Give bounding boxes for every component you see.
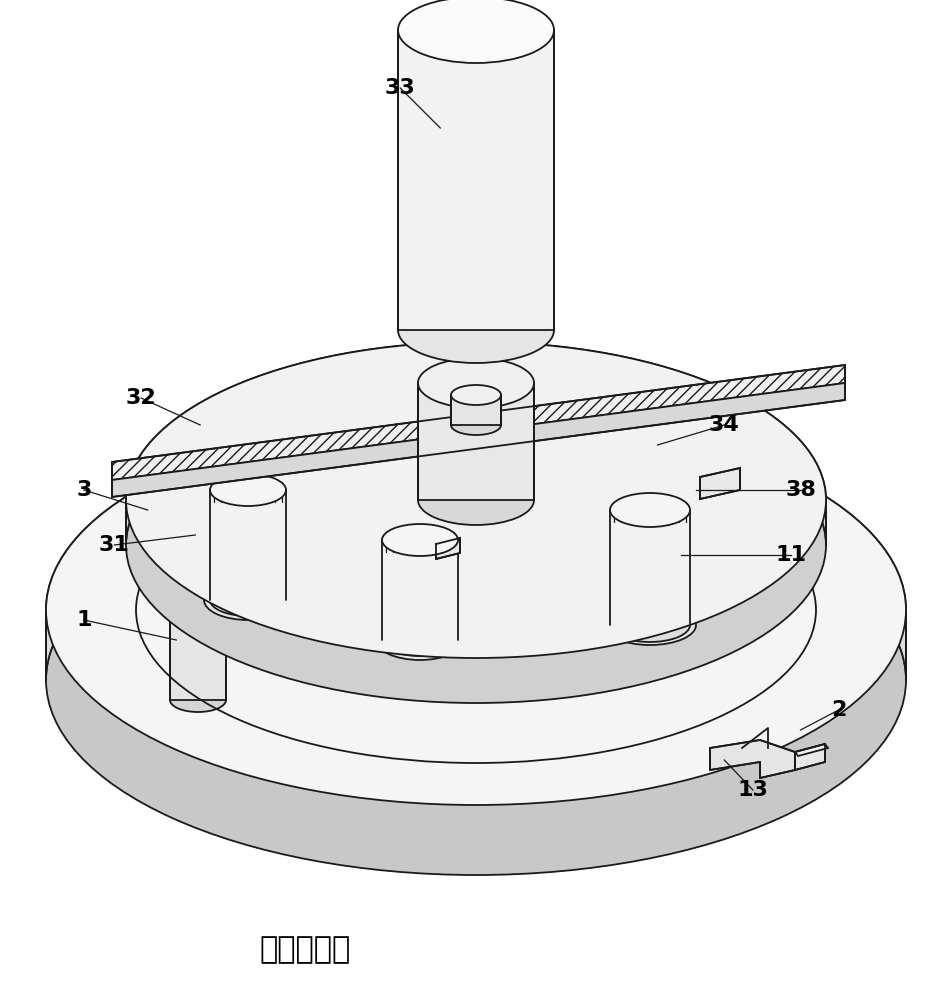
Polygon shape (382, 540, 458, 640)
Ellipse shape (376, 620, 464, 660)
Ellipse shape (450, 415, 501, 435)
Ellipse shape (450, 385, 501, 405)
Ellipse shape (169, 688, 226, 712)
Ellipse shape (382, 624, 458, 656)
Ellipse shape (169, 428, 226, 452)
Polygon shape (794, 744, 824, 770)
Polygon shape (609, 510, 689, 625)
Ellipse shape (662, 568, 717, 592)
Text: 13: 13 (737, 780, 767, 800)
Ellipse shape (604, 605, 695, 645)
Ellipse shape (209, 474, 286, 506)
Text: 32: 32 (126, 388, 156, 408)
Text: 34: 34 (708, 415, 739, 435)
Polygon shape (794, 744, 827, 756)
Ellipse shape (126, 387, 825, 703)
Polygon shape (700, 468, 739, 499)
Polygon shape (126, 342, 825, 545)
Polygon shape (46, 415, 905, 680)
Polygon shape (209, 490, 286, 600)
Ellipse shape (609, 493, 689, 527)
Text: 汽车传动轴: 汽车传动轴 (259, 936, 350, 964)
Polygon shape (112, 383, 844, 497)
Polygon shape (662, 430, 717, 580)
Ellipse shape (382, 524, 458, 556)
Text: 3: 3 (76, 480, 91, 500)
Text: 31: 31 (99, 535, 129, 555)
Polygon shape (398, 30, 553, 330)
Ellipse shape (209, 584, 286, 616)
Polygon shape (169, 440, 226, 700)
Ellipse shape (609, 608, 689, 642)
Text: 1: 1 (76, 610, 91, 630)
Ellipse shape (126, 342, 825, 658)
Text: 38: 38 (784, 480, 815, 500)
Ellipse shape (662, 418, 717, 442)
Ellipse shape (418, 475, 533, 525)
Polygon shape (450, 395, 501, 425)
Ellipse shape (46, 485, 905, 875)
Ellipse shape (46, 415, 905, 805)
Text: 2: 2 (830, 700, 845, 720)
Polygon shape (418, 383, 533, 500)
Text: 33: 33 (385, 78, 415, 98)
Polygon shape (709, 740, 794, 778)
Polygon shape (436, 538, 460, 559)
Ellipse shape (418, 358, 533, 408)
Polygon shape (112, 365, 844, 480)
Ellipse shape (398, 0, 553, 63)
Ellipse shape (204, 580, 291, 620)
Text: 11: 11 (775, 545, 805, 565)
Ellipse shape (398, 297, 553, 363)
